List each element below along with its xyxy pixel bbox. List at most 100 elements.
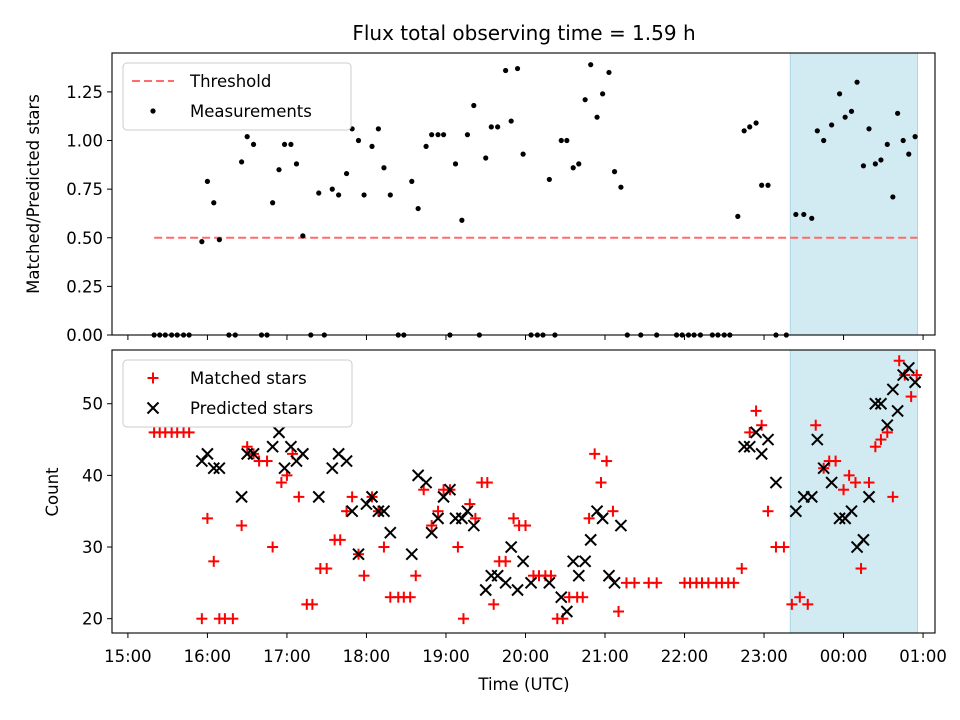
predicted-star-point [511,583,524,597]
matched-star-point [810,419,822,431]
matched-star-point [267,541,279,553]
matched-star-point [545,570,557,582]
measurement-point [250,141,257,148]
measurement-point [860,163,867,169]
predicted-star-point [443,483,457,496]
measurement-point [387,192,393,198]
measurement-point [900,137,906,144]
measurement-point [735,213,741,219]
predicted-star-point [543,576,556,590]
measurement-point [842,114,848,120]
measurement-point [821,137,827,144]
predicted-star-point [908,376,922,389]
matched-star-point [452,541,464,553]
measurement-point [276,167,282,173]
measurement-point [369,143,375,149]
bottom-highlight-span [789,349,919,634]
measurement-point [409,178,415,184]
predicted-star-point [560,605,574,618]
bottom-ytick-label: 30 [82,538,103,557]
measurement-point [452,161,459,167]
matched-star-point [863,477,875,489]
matched-star-point [607,505,619,517]
measurement-point [204,178,211,184]
matched-star-point [849,477,861,489]
top-legend-box [122,62,352,131]
predicted-star-point [555,590,568,604]
measurement-point [912,134,918,140]
measurement-points [151,62,918,338]
bottom-xtick-label: 00:00 [820,647,868,666]
measurement-point [836,91,843,97]
matched-star-point [794,591,806,603]
measurement-point [381,165,387,171]
measurement-point [759,182,765,188]
measurement-point [316,190,322,196]
bottom-y-ticks: 20 30 40 50 [82,395,112,629]
measurement-point [588,62,594,68]
measurement-point [239,159,245,165]
matched-star-point [519,520,531,532]
bottom-y-axis-label: Count [43,467,62,517]
measurement-point [872,161,878,167]
predicted-star-point [737,440,751,453]
matched-star-point [261,455,273,467]
measurement-point [558,137,564,144]
top-y-axis-label: Matched/Predicted stars [24,94,43,294]
predicted-star-point [896,368,910,382]
bottom-xtick-label: 15:00 [104,647,152,666]
matched-star-point [208,555,220,567]
top-ytick-label: 0.25 [66,277,103,296]
predicted-star-point [405,547,418,561]
predicted-star-point [857,533,870,547]
measurement-point [594,114,600,120]
predicted-star-point [524,576,538,590]
bottom-axes-frame [111,349,936,634]
matched-star-point [651,577,663,589]
measurement-point [765,182,771,188]
matched-star-point [410,570,422,582]
measurement-point [329,186,335,192]
matched-legend-swatch [147,372,159,384]
predicted-star-point [345,504,359,518]
measurement-point [270,200,276,206]
measurement-point [606,69,612,76]
predicted-star-point [272,426,286,439]
measurements-legend-swatch [150,108,156,114]
predicted-star-point [213,462,226,475]
top-legend: Threshold Measurements [122,62,352,131]
predicted-star-point [195,454,209,468]
matched-star-point [341,505,353,517]
measurement-point [747,124,753,130]
bottom-xtick-label: 20:00 [502,647,550,666]
matched-star-point [426,520,438,532]
predicted-star-point [266,440,279,453]
matched-star-point [744,426,756,438]
matched-star-point [275,477,287,489]
predicted-star-point [590,504,604,518]
top-axes-frame [111,52,936,336]
matched-star-point [227,613,239,625]
top-panel: 0.00 0.25 0.50 0.75 1.00 1.25 Matched/Predict… [24,52,936,345]
predicted-star-point [755,447,768,461]
measurement-point [244,134,250,140]
predicted-star-point [372,504,385,518]
predicted-star-point [312,490,325,504]
predicted-star-point [578,555,592,568]
matched-star-point [293,491,305,503]
predicted-star-point [461,504,474,518]
matched-star-point [728,577,740,589]
bottom-legend-box [122,359,353,428]
measurement-point [793,211,799,218]
measurement-point [440,132,447,138]
matched-star-point [855,563,867,575]
measurement-point [809,215,815,221]
predicted-star-point [845,504,858,518]
predicted-star-point [862,490,876,504]
matched-star-point [183,426,195,438]
measurement-point [471,102,477,109]
predicted-star-point [874,397,888,410]
measurement-point [866,126,872,132]
measurement-point [546,176,552,183]
